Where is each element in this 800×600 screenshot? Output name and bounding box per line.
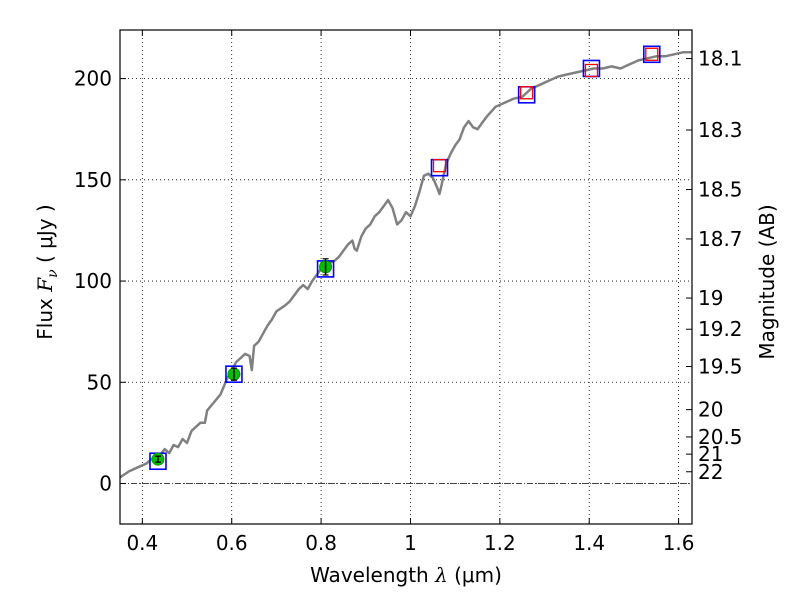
magnitude-tick-label: 18.7 bbox=[698, 227, 743, 251]
spectrum-line bbox=[119, 51, 692, 479]
y-tick-label: 100 bbox=[74, 269, 112, 293]
x-tick-label: 0.6 bbox=[216, 531, 248, 555]
magnitude-tick-label: 19.2 bbox=[698, 317, 743, 341]
magnitude-tick-label: 21 bbox=[698, 442, 723, 466]
x-axis-label: Wavelength λ (μm) bbox=[310, 563, 502, 587]
x-tick-label: 1.2 bbox=[484, 531, 516, 555]
upper-limit-marker bbox=[645, 47, 659, 61]
upper-limit-marker bbox=[432, 158, 447, 173]
y-tick-label: 50 bbox=[87, 370, 112, 394]
magnitude-tick-label: 20 bbox=[698, 398, 723, 422]
upper-limit-marker bbox=[584, 63, 599, 78]
model-photometry-marker bbox=[225, 365, 243, 383]
x-tick-label: 1.4 bbox=[573, 531, 605, 555]
magnitude-tick-label: 20.5 bbox=[698, 425, 743, 449]
series-layer bbox=[119, 45, 692, 479]
plot-frame bbox=[119, 29, 693, 525]
magnitude-tick-label: 19.5 bbox=[698, 354, 743, 378]
y-tick-label: 150 bbox=[74, 168, 112, 192]
y-tick-label: 200 bbox=[74, 67, 112, 91]
x-tick-label: 0.8 bbox=[305, 531, 337, 555]
x-tick-label: 1.6 bbox=[663, 531, 695, 555]
tick-layer bbox=[120, 30, 692, 524]
magnitude-tick-label: 18.3 bbox=[698, 118, 743, 142]
grid-layer bbox=[120, 30, 692, 524]
magnitude-tick-label: 22 bbox=[698, 460, 723, 484]
y-tick-label: 0 bbox=[99, 472, 112, 496]
magnitude-tick-label: 19 bbox=[698, 286, 723, 310]
right-axis-label: Magnitude (AB) bbox=[755, 204, 779, 359]
tick-label-layer: 0.4 0.6 0.8 1 1.2 1.4 1.6 0 50 100 150 200 18.1 18.3 1… bbox=[74, 47, 743, 555]
y-axis-label: Flux Fν ( μJy ) bbox=[33, 204, 61, 339]
model-photometry-marker bbox=[642, 45, 661, 64]
upper-limit-marker bbox=[520, 86, 534, 100]
magnitude-tick-label: 18.1 bbox=[698, 47, 743, 71]
x-tick-label: 0.4 bbox=[126, 531, 158, 555]
x-tick-label: 1 bbox=[404, 531, 417, 555]
magnitude-tick-label: 18.5 bbox=[698, 178, 743, 202]
